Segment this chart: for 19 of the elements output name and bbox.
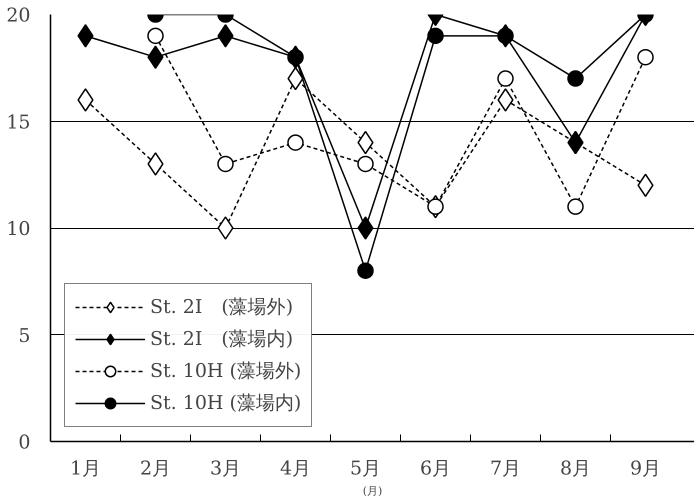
x-tick-label: 9月 — [630, 458, 662, 480]
x-tick-label: 8月 — [560, 458, 592, 480]
y-tick-label: 10 — [6, 218, 31, 240]
x-tick-label: 3月 — [210, 458, 242, 480]
x-tick-label: 1月 — [70, 458, 102, 480]
x-axis-title: (月) — [362, 484, 382, 498]
y-tick-label: 5 — [18, 324, 31, 347]
legend-label: St. 2I (藻場内) — [150, 327, 294, 352]
legend-label: St. 2I (藻場外) — [150, 295, 294, 320]
x-tick-label: 6月 — [420, 458, 452, 480]
legend-label: St. 10H (藻場内) — [150, 391, 302, 416]
y-tick-label: 20 — [6, 4, 31, 26]
y-tick-label: 0 — [18, 432, 31, 454]
y-tick-label: 15 — [6, 111, 31, 134]
x-tick-label: 2月 — [140, 458, 172, 480]
x-tick-label: 4月 — [280, 458, 312, 480]
x-tick-label: 5月 — [350, 458, 382, 480]
legend-label: St. 10H (藻場外) — [150, 359, 302, 384]
x-tick-label: 7月 — [490, 458, 522, 480]
